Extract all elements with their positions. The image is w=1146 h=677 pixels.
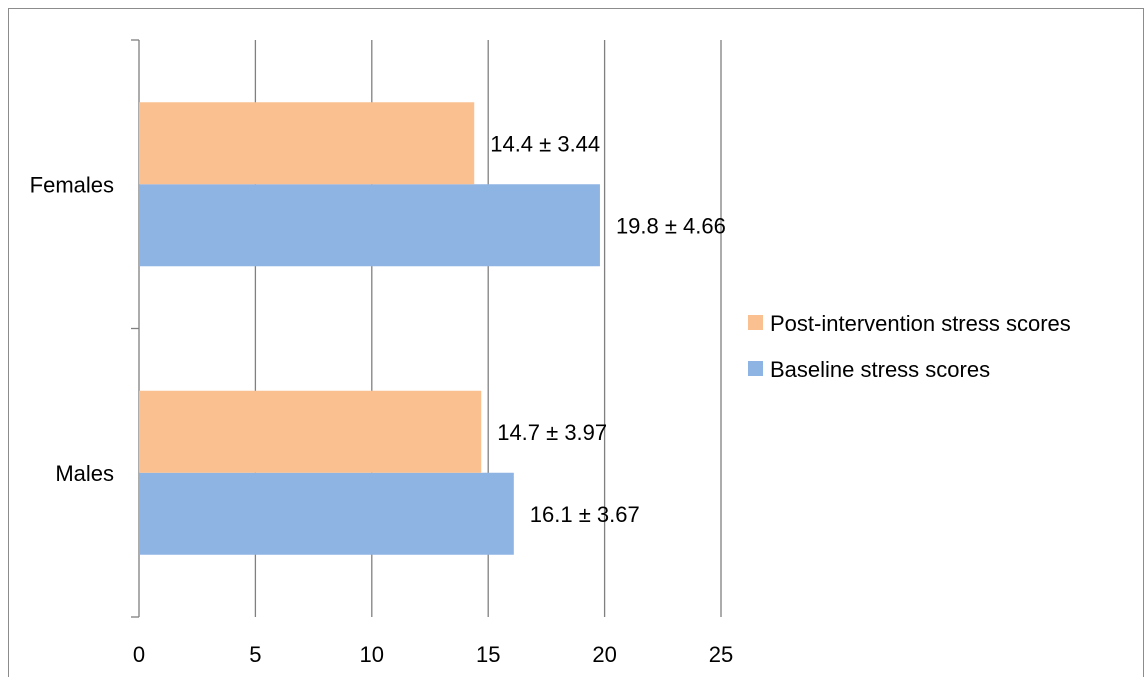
x-tick-label: 20 [592, 642, 616, 667]
legend-entry: Baseline stress scores [770, 357, 990, 382]
x-tick-label: 0 [133, 642, 145, 667]
chart-frame [8, 8, 1144, 677]
bar-baseline [139, 184, 600, 267]
x-tick-label: 10 [360, 642, 384, 667]
legend-entry: Post-intervention stress scores [770, 311, 1071, 336]
data-label: 14.7 ± 3.97 [497, 420, 607, 445]
data-label: 14.4 ± 3.44 [490, 131, 600, 156]
legend-swatch [748, 315, 763, 330]
data-label: 19.8 ± 4.66 [616, 213, 726, 238]
x-tick-label: 25 [709, 642, 733, 667]
bar-baseline [139, 472, 514, 555]
x-tick-label: 5 [249, 642, 261, 667]
y-category-label: Females [30, 172, 114, 197]
data-label: 16.1 ± 3.67 [530, 502, 640, 527]
x-tick-label: 15 [476, 642, 500, 667]
y-category-label: Males [55, 461, 114, 486]
legend-swatch [748, 361, 763, 376]
bar-post-intervention [139, 102, 475, 185]
bar-post-intervention [139, 390, 482, 473]
